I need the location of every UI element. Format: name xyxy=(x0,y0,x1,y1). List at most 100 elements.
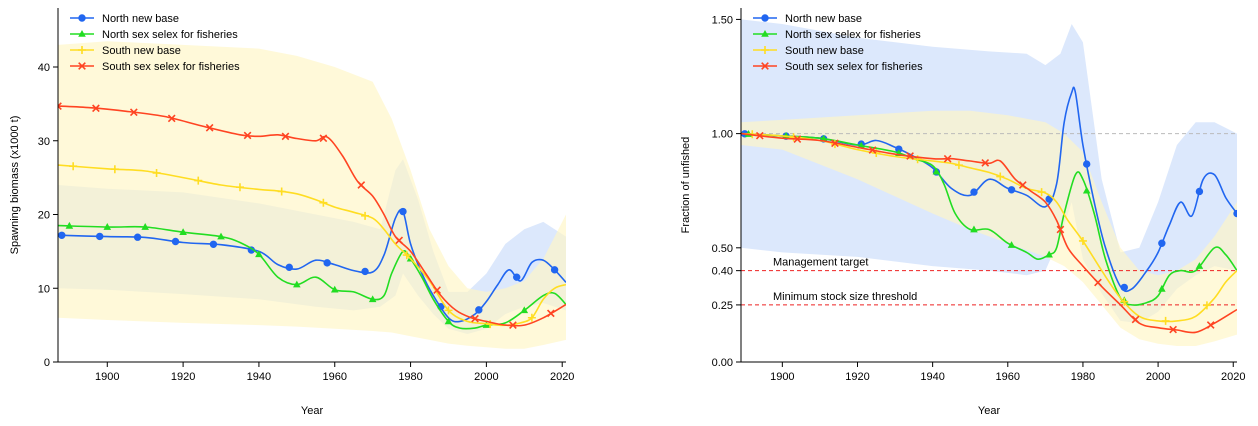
spawning-biomass-chart-panel: 1900 1920 1940 1960 1980 2000 2020 0 10 20 30 40 Yea… xyxy=(0,0,629,421)
south-sex-selex-for-fisheries-point xyxy=(831,139,839,148)
x-tick-label: 1900 xyxy=(770,371,794,383)
y-tick-label: 0.50 xyxy=(712,243,733,255)
north-new-base-point xyxy=(513,273,521,281)
south-sex-selex-for-fisheries-point xyxy=(1169,325,1177,334)
legend-swatch-marker xyxy=(761,14,769,22)
north-new-base-point xyxy=(550,266,559,274)
y-tick-label: 0.25 xyxy=(712,300,733,312)
y-tick-label: 20 xyxy=(38,210,50,222)
y-tick-label: 1.50 xyxy=(712,14,733,26)
management-target-label: Management target xyxy=(773,257,868,269)
south-new-base-line xyxy=(58,164,566,327)
plot-area xyxy=(741,19,1237,346)
x-tick-label: 2020 xyxy=(550,371,574,383)
north-new-base-point xyxy=(209,240,218,248)
legend-swatch-marker xyxy=(78,62,86,70)
south-new-base-point xyxy=(277,187,286,196)
fraction-unfished-chart-panel: Management target Minimum stock size thre… xyxy=(629,0,1258,421)
south-new-base-point xyxy=(527,313,536,322)
north-sex-selex-for-fisheries-point xyxy=(368,295,377,303)
south-new-base-markers xyxy=(69,162,536,329)
south-new-base-point xyxy=(996,172,1005,181)
north-sex-selex-for-fisheries-point xyxy=(141,223,149,230)
x-tick-label: 2020 xyxy=(1221,371,1245,383)
south-new-base-point xyxy=(194,176,203,185)
y-tick-label: 40 xyxy=(38,62,50,74)
y-axis-title: Spawning biomass (x1000 t) xyxy=(9,116,21,255)
legend: North new base North sex selex for fisher… xyxy=(70,13,240,73)
south-new-base-point xyxy=(444,306,453,315)
legend-label: South sex selex for fisheries xyxy=(785,61,923,73)
north-sex-selex-for-fisheries-point xyxy=(444,317,453,325)
south-sex-selex-for-fisheries-point xyxy=(129,108,138,117)
north-sex-selex-for-fisheries-point xyxy=(330,285,339,293)
x-axis-title: Year xyxy=(978,405,1001,417)
x-tick-label: 1940 xyxy=(920,371,944,383)
north-sex-selex-for-fisheries-point xyxy=(932,167,941,175)
legend-swatch-marker xyxy=(761,30,769,37)
north-new-base-point xyxy=(1007,186,1016,194)
south-new-base-point xyxy=(235,183,244,192)
legend-label: South sex selex for fisheries xyxy=(102,61,240,73)
south-sex-selex-for-fisheries-point xyxy=(1131,315,1140,324)
north-new-base-point xyxy=(1158,239,1166,247)
fraction-unfished-chart: Management target Minimum stock size thre… xyxy=(680,8,1245,417)
south-sex-selex-for-fisheries-point xyxy=(793,135,802,143)
south-new-base-point xyxy=(1120,297,1129,306)
y-tick-label: 30 xyxy=(38,136,50,148)
plot-area xyxy=(58,41,566,349)
north-sex-selex-for-fisheries-point xyxy=(1045,250,1053,258)
x-tick-label: 2000 xyxy=(1146,371,1170,383)
legend-swatch-marker xyxy=(78,30,86,37)
north-new-base-point xyxy=(171,237,180,246)
legend-label: North new base xyxy=(785,13,862,25)
north-new-base-point xyxy=(1120,283,1128,292)
north-new-base-point xyxy=(361,267,369,276)
x-tick-label: 1920 xyxy=(171,371,195,383)
south-sex-selex-for-fisheries-line xyxy=(58,105,566,327)
north-new-base-point xyxy=(133,233,142,241)
north-new-base-point xyxy=(323,259,331,267)
south-new-base-point xyxy=(152,168,161,177)
legend: North new base North sex selex for fisher… xyxy=(753,13,923,73)
legend-swatch-marker xyxy=(78,14,86,22)
south-sex-selex-for-fisheries-point xyxy=(1056,225,1065,234)
north-sex-selex-for-fisheries-point xyxy=(217,232,225,240)
north-sex-selex-for-fisheries-point xyxy=(520,306,529,314)
north-new-base-point xyxy=(1195,187,1204,196)
north-sex-selex-for-fisheries-point xyxy=(857,141,866,149)
legend-label: South new base xyxy=(102,45,181,57)
north-sex-selex-for-fisheries-point xyxy=(1195,262,1204,269)
x-axis-title: Year xyxy=(301,405,324,417)
north-new-base-point xyxy=(1233,209,1237,218)
legend-swatch-marker xyxy=(761,62,769,70)
south-sex-selex-for-fisheries-point xyxy=(243,131,252,140)
south-sex-selex-for-fisheries-point xyxy=(471,314,479,323)
north-sex-selex-for-fisheries-point xyxy=(970,225,978,233)
south-sex-selex-for-fisheries-markers xyxy=(58,102,555,329)
south-sex-selex-for-fisheries-point xyxy=(92,104,100,113)
south-sex-selex-for-fisheries-point xyxy=(906,152,914,160)
y-tick-label: 1.00 xyxy=(712,129,733,141)
south-new-base-point xyxy=(1161,316,1170,325)
south-new-base-point xyxy=(1037,188,1046,197)
legend-label: North sex selex for fisheries xyxy=(785,29,921,41)
south-new-base-point xyxy=(402,251,411,260)
north-sex-selex-for-fisheries-point xyxy=(255,250,263,258)
north-new-base-point xyxy=(970,188,978,196)
south-sex-selex-for-fisheries-point xyxy=(395,236,404,245)
south-new-base-point xyxy=(1078,236,1087,245)
south-sex-selex-for-fisheries-point xyxy=(981,158,990,167)
south-new-base-interval-band xyxy=(58,41,566,349)
south-sex-selex-for-fisheries-point xyxy=(357,181,366,189)
legend-swatch-marker xyxy=(761,46,769,54)
south-sex-selex-for-fisheries-point xyxy=(167,114,176,123)
north-new-base-point xyxy=(399,207,407,216)
south-sex-selex-for-fisheries-markers xyxy=(755,131,1215,334)
south-sex-selex-for-fisheries-point xyxy=(943,154,952,163)
south-new-base-point xyxy=(361,211,370,220)
south-sex-selex-for-fisheries-point xyxy=(205,123,214,132)
x-tick-label: 1960 xyxy=(996,371,1020,383)
legend-label: North sex selex for fisheries xyxy=(102,29,238,41)
south-sex-selex-for-fisheries-point xyxy=(433,286,441,294)
